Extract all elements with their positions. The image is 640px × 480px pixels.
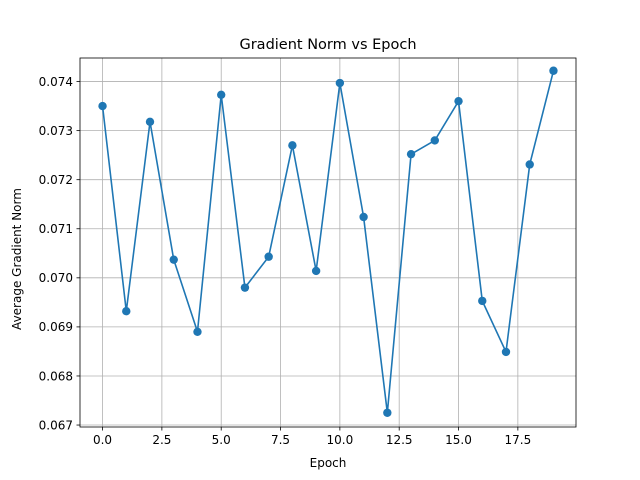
data-point	[478, 296, 487, 306]
y-tick-label: 0.074	[39, 75, 73, 89]
data-point	[217, 90, 226, 100]
data-point	[169, 255, 178, 264]
data-point	[122, 306, 131, 316]
x-tick-label: 7.5	[271, 433, 290, 447]
x-tick-label: 15.0	[445, 433, 472, 447]
y-tick-label: 0.070	[39, 271, 73, 285]
data-point	[501, 347, 511, 357]
series-line	[101, 70, 555, 414]
y-tick-label: 0.069	[39, 320, 73, 334]
y-tick-label: 0.071	[39, 222, 73, 236]
x-tick-label: 0.0	[93, 433, 112, 447]
plot-area-frame	[79, 57, 577, 428]
data-point	[406, 149, 416, 159]
y-axis: 0.067 0.068 0.069 0.070 0.071 0.072 0.073 0.074	[39, 75, 80, 432]
data-point	[383, 408, 392, 417]
y-tick-label: 0.072	[39, 173, 73, 187]
data-series	[98, 66, 558, 417]
data-point	[193, 327, 202, 337]
data-point	[288, 141, 297, 150]
x-tick-label: 12.5	[386, 433, 413, 447]
x-tick-label: 10.0	[327, 433, 354, 447]
data-point	[549, 66, 558, 75]
y-tick-label: 0.068	[39, 369, 73, 383]
data-point	[240, 283, 250, 292]
data-point	[525, 160, 534, 169]
y-axis-label: Average Gradient Norm	[10, 188, 24, 330]
x-axis: 0.0 2.5 5.0 7.5 10.0 12.5 15.0 17.5	[93, 427, 531, 447]
x-tick-label: 2.5	[152, 433, 171, 447]
y-tick-label: 0.073	[39, 124, 73, 138]
data-point	[264, 252, 273, 261]
data-point	[311, 266, 321, 276]
data-point	[430, 136, 439, 145]
x-tick-label: 5.0	[212, 433, 231, 447]
chart-title: Gradient Norm vs Epoch	[239, 37, 416, 53]
data-point	[454, 96, 463, 106]
data-point	[335, 78, 345, 88]
x-axis-label: Epoch	[310, 456, 347, 470]
data-point	[98, 101, 107, 111]
x-tick-label: 17.5	[504, 433, 531, 447]
data-point	[359, 212, 368, 222]
y-tick-label: 0.067	[39, 418, 73, 432]
data-point	[145, 117, 155, 126]
